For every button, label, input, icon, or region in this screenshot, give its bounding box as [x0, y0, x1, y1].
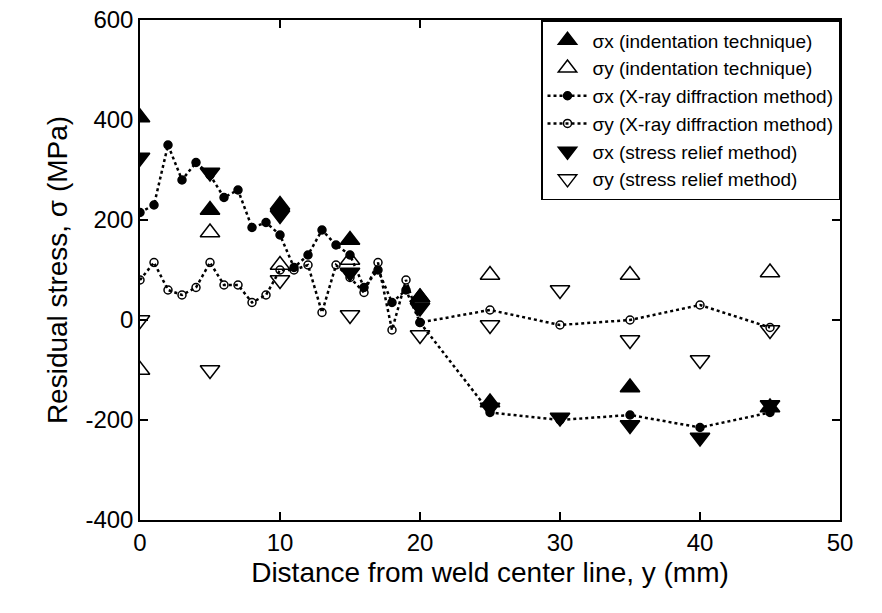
- svg-text:50: 50: [827, 529, 854, 556]
- svg-text:40: 40: [687, 529, 714, 556]
- svg-text:Distance from weld center line: Distance from weld center line, y (mm): [251, 557, 729, 588]
- svg-text:σy (stress relief method): σy (stress relief method): [593, 169, 798, 190]
- svg-text:σx (X-ray diffraction method): σx (X-ray diffraction method): [593, 86, 834, 107]
- svg-text:σy (X-ray diffraction method): σy (X-ray diffraction method): [593, 114, 834, 135]
- svg-text:σy (indentation technique): σy (indentation technique): [593, 58, 813, 79]
- svg-text:-200: -200: [85, 406, 133, 433]
- svg-text:200: 200: [93, 206, 133, 233]
- svg-text:400: 400: [93, 106, 133, 133]
- svg-text:-400: -400: [85, 506, 133, 533]
- svg-text:0: 0: [120, 306, 133, 333]
- svg-text:20: 20: [407, 529, 434, 556]
- svg-text:0: 0: [133, 529, 146, 556]
- svg-text:Residual stress, σ (MPa): Residual stress, σ (MPa): [42, 116, 73, 424]
- svg-text:30: 30: [547, 529, 574, 556]
- svg-text:10: 10: [267, 529, 294, 556]
- svg-text:600: 600: [93, 6, 133, 33]
- svg-text:σx (stress relief method): σx (stress relief method): [593, 142, 798, 163]
- svg-text:σx (indentation technique): σx (indentation technique): [593, 31, 813, 52]
